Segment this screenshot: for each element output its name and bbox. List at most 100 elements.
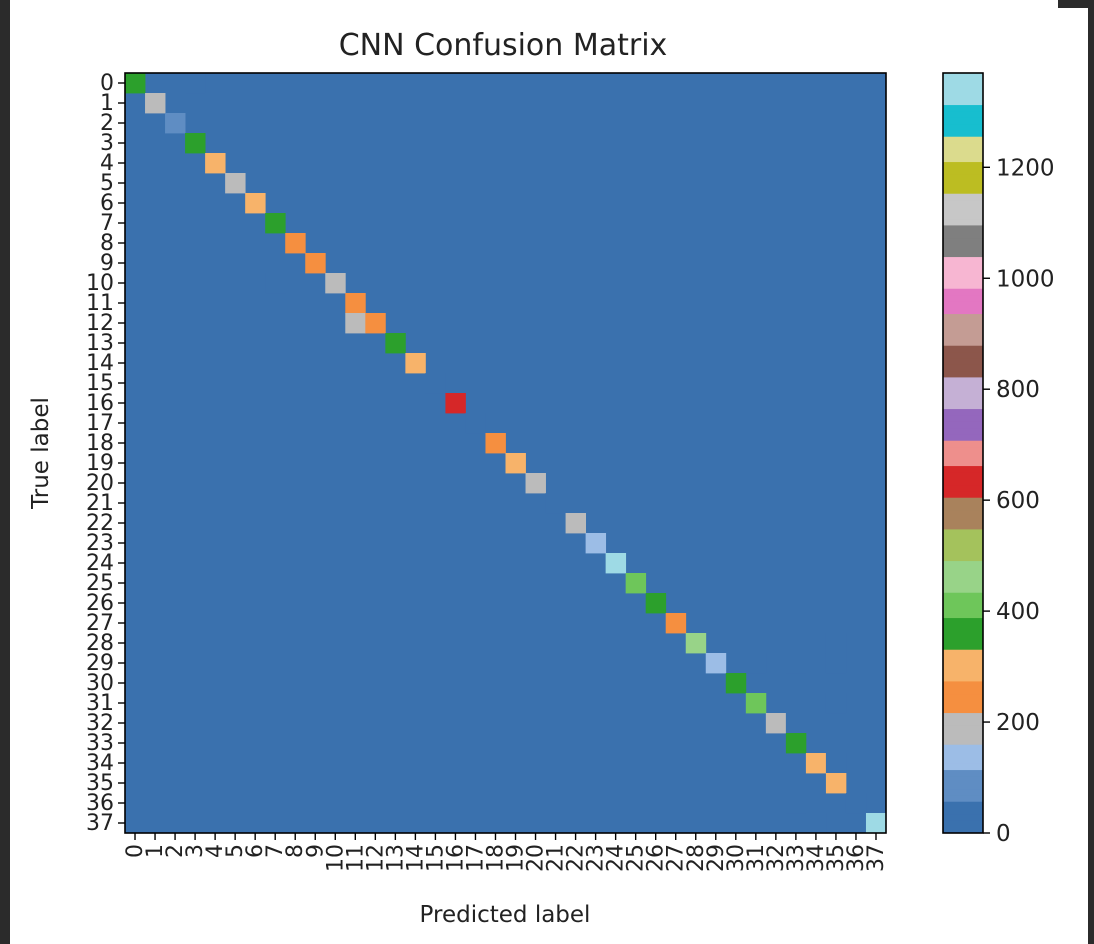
x-tick-label: 20 bbox=[524, 844, 549, 872]
matrix-cell bbox=[185, 133, 206, 154]
matrix-cell bbox=[645, 593, 667, 614]
colorbar-swatch bbox=[943, 301, 983, 308]
colorbar-swatch bbox=[943, 750, 983, 758]
colorbar-swatch bbox=[943, 548, 983, 555]
matrix-cell bbox=[405, 353, 426, 374]
colorbar-swatch bbox=[943, 535, 983, 543]
colorbar-swatch bbox=[943, 826, 983, 834]
colorbar-swatch bbox=[943, 510, 983, 517]
colorbar-swatch bbox=[943, 351, 983, 359]
colorbar-swatch bbox=[943, 592, 983, 600]
colorbar-swatch bbox=[943, 687, 983, 695]
matrix-cell bbox=[785, 653, 807, 674]
x-tick-label: 0 bbox=[123, 844, 148, 858]
colorbar-swatch bbox=[943, 389, 983, 397]
colorbar-swatch bbox=[943, 478, 983, 486]
colorbar-swatch bbox=[943, 123, 983, 131]
y-tick-label: 15 bbox=[86, 371, 114, 396]
x-tick-label: 25 bbox=[624, 844, 649, 872]
colorbar-swatch bbox=[943, 522, 983, 530]
matrix-cell bbox=[625, 573, 647, 594]
matrix-frame bbox=[124, 72, 887, 834]
colorbar-swatch bbox=[943, 776, 983, 783]
colorbar-tick-label: 1200 bbox=[996, 155, 1055, 181]
x-tick-label: 19 bbox=[504, 844, 529, 872]
y-tick-label: 24 bbox=[86, 551, 114, 576]
colorbar-swatch bbox=[943, 782, 983, 790]
x-tick-label: 17 bbox=[463, 844, 488, 872]
colorbar-swatch bbox=[943, 98, 983, 106]
window-corner bbox=[1058, 0, 1094, 8]
colorbar-swatch bbox=[943, 598, 983, 606]
x-tick-label: 29 bbox=[704, 844, 729, 872]
x-tick-label: 27 bbox=[664, 844, 689, 872]
x-tick-label: 24 bbox=[604, 844, 629, 872]
colorbar-swatch bbox=[943, 719, 983, 726]
matrix-cell bbox=[345, 293, 366, 314]
colorbar-swatch bbox=[943, 807, 983, 815]
matrix-cell bbox=[825, 773, 847, 794]
colorbar-swatch bbox=[943, 560, 983, 568]
matrix-cell bbox=[425, 373, 446, 394]
colorbar-swatch bbox=[943, 554, 983, 562]
y-tick-label: 17 bbox=[86, 411, 114, 436]
matrix-cell bbox=[305, 253, 326, 274]
matrix-cell bbox=[845, 793, 867, 814]
colorbar-swatch bbox=[943, 681, 983, 688]
x-tick-label: 14 bbox=[403, 844, 428, 872]
x-tick-label: 21 bbox=[544, 844, 569, 872]
colorbar-swatch bbox=[943, 491, 983, 498]
colorbar-swatch bbox=[943, 320, 983, 327]
colorbar-swatch bbox=[943, 218, 983, 226]
matrix-cell bbox=[165, 113, 186, 134]
colorbar-swatch bbox=[943, 282, 983, 289]
colorbar-swatch bbox=[943, 579, 983, 587]
y-tick-label: 5 bbox=[100, 171, 114, 196]
matrix-cell bbox=[805, 753, 827, 774]
x-tick-label: 22 bbox=[564, 844, 589, 872]
colorbar-swatch bbox=[943, 130, 983, 137]
colorbar-swatch bbox=[943, 73, 983, 80]
colorbar-swatch bbox=[943, 440, 983, 448]
x-tick-label: 15 bbox=[423, 844, 448, 872]
colorbar-swatch bbox=[943, 180, 983, 188]
matrix-cell bbox=[345, 313, 366, 334]
y-tick-label: 14 bbox=[86, 351, 114, 376]
x-tick-label: 34 bbox=[804, 844, 829, 872]
x-tick-label: 5 bbox=[223, 844, 248, 858]
x-tick-label: 11 bbox=[343, 844, 368, 872]
x-tick-label: 9 bbox=[303, 844, 328, 858]
matrix-cell bbox=[505, 453, 526, 474]
y-tick-label: 33 bbox=[86, 731, 114, 756]
y-tick-label: 6 bbox=[100, 191, 114, 216]
x-tick-label: 33 bbox=[784, 844, 809, 872]
colorbar-swatch bbox=[943, 92, 983, 99]
matrix-cell bbox=[385, 333, 406, 354]
colorbar-swatch bbox=[943, 668, 983, 676]
colorbar-swatch bbox=[943, 250, 983, 258]
colorbar-swatch bbox=[943, 288, 983, 296]
matrix-cell bbox=[665, 613, 687, 634]
colorbar-swatch bbox=[943, 662, 983, 669]
y-tick-label: 10 bbox=[86, 271, 114, 296]
colorbar-swatch bbox=[943, 674, 983, 682]
colorbar-swatch bbox=[943, 427, 983, 435]
colorbar-swatch bbox=[943, 497, 983, 505]
matrix-cells bbox=[125, 73, 887, 834]
y-tick-label: 21 bbox=[86, 491, 114, 516]
matrix-cell bbox=[745, 653, 767, 674]
colorbar bbox=[943, 73, 983, 834]
x-tick-label: 13 bbox=[383, 844, 408, 872]
colorbar-swatch bbox=[943, 484, 983, 492]
matrix-cell bbox=[485, 433, 506, 454]
matrix-cell bbox=[225, 173, 246, 194]
colorbar-swatch bbox=[943, 611, 983, 619]
colorbar-swatch bbox=[943, 206, 983, 213]
x-ticks: 0123456789101112131415161718192021222324… bbox=[123, 833, 889, 872]
y-tick-label: 20 bbox=[86, 471, 114, 496]
colorbar-swatch bbox=[943, 111, 983, 118]
colorbar-swatch bbox=[943, 700, 983, 707]
x-tick-label: 12 bbox=[363, 844, 388, 872]
colorbar-swatch bbox=[943, 814, 983, 821]
colorbar-swatch bbox=[943, 453, 983, 460]
